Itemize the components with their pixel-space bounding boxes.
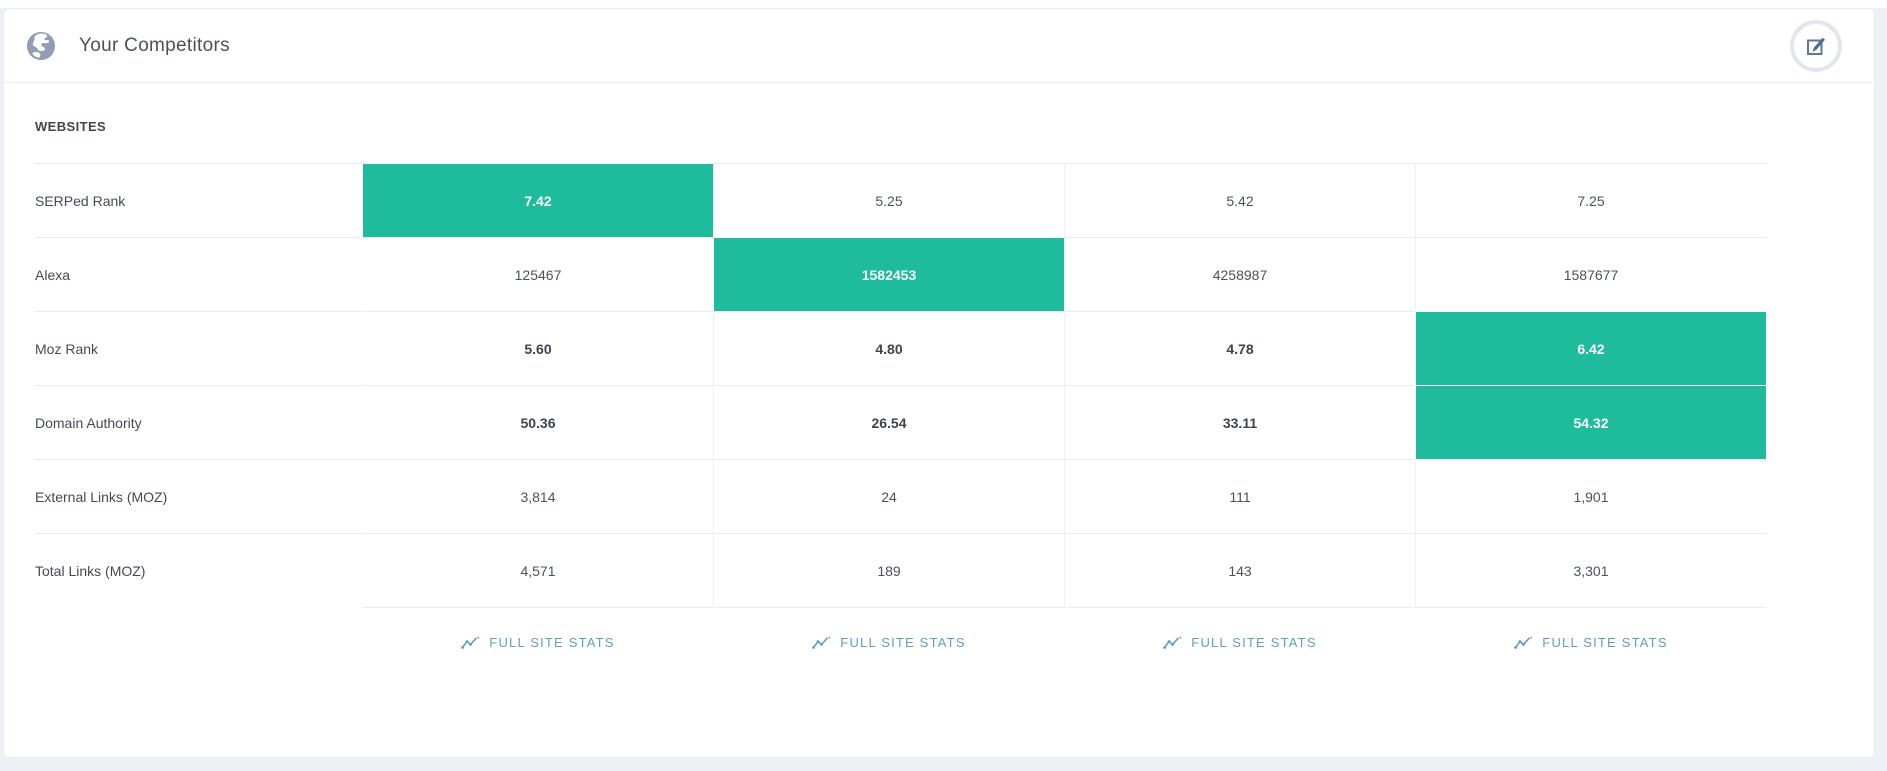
footer-spacer-cell	[35, 607, 362, 677]
best-value-cell: 54.32	[1416, 385, 1766, 459]
metric-value-cell: 5.60	[363, 311, 713, 385]
globe-icon	[26, 31, 56, 60]
metric-value-cell: 24	[714, 459, 1064, 533]
metric-value-cell: 4.78	[1065, 311, 1415, 385]
footer-stats-cell: FULL SITE STATS	[363, 607, 713, 677]
metric-value-cell: 4,571	[363, 533, 713, 607]
full-site-stats-label: FULL SITE STATS	[1191, 635, 1317, 650]
footer-stats-cell: FULL SITE STATS	[1416, 607, 1766, 677]
full-site-stats-label: FULL SITE STATS	[840, 635, 966, 650]
metric-value-cell: 1,901	[1416, 459, 1766, 533]
metric-value-cell: 26.54	[714, 385, 1064, 459]
metric-value-cell: 4258987	[1065, 237, 1415, 311]
metric-value-cell: 1587677	[1416, 237, 1766, 311]
trend-chart-icon	[1163, 636, 1182, 649]
metric-value-cell: 143	[1065, 533, 1415, 607]
full-site-stats-label: FULL SITE STATS	[489, 635, 615, 650]
metric-value-cell: 111	[1065, 459, 1415, 533]
metric-value-cell: 125467	[363, 237, 713, 311]
metric-value-cell: 3,301	[1416, 533, 1766, 607]
edit-button[interactable]	[1790, 19, 1842, 72]
best-value-cell: 6.42	[1416, 311, 1766, 385]
full-site-stats-link[interactable]: FULL SITE STATS	[1163, 635, 1316, 650]
metric-value-cell: 189	[714, 533, 1064, 607]
row-label: Alexa	[35, 237, 362, 311]
full-site-stats-link[interactable]: FULL SITE STATS	[1514, 635, 1667, 650]
metric-value-cell: 4.80	[714, 311, 1064, 385]
row-label: Domain Authority	[35, 385, 362, 459]
edit-square-icon	[1807, 37, 1825, 55]
metric-value-cell: 7.25	[1416, 163, 1766, 237]
page-top-strip	[0, 0, 1887, 8]
footer-stats-cell: FULL SITE STATS	[714, 607, 1064, 677]
full-site-stats-label: FULL SITE STATS	[1542, 635, 1668, 650]
best-value-cell: 7.42	[363, 163, 713, 237]
card-header: Your Competitors	[4, 9, 1874, 83]
row-label: Moz Rank	[35, 311, 362, 385]
websites-section-label: WEBSITES	[35, 119, 107, 134]
best-value-cell: 1582453	[714, 237, 1064, 311]
trend-chart-icon	[1514, 636, 1533, 649]
metric-value-cell: 5.42	[1065, 163, 1415, 237]
trend-chart-icon	[461, 636, 480, 649]
row-label: Total Links (MOZ)	[35, 533, 362, 607]
full-site-stats-link[interactable]: FULL SITE STATS	[812, 635, 965, 650]
metric-value-cell: 33.11	[1065, 385, 1415, 459]
metric-value-cell: 3,814	[363, 459, 713, 533]
card-body: WEBSITES SERPed Rank 7.42 5.25 5.42 7.25 Alex…	[4, 119, 1874, 755]
card-bottom-padding	[35, 677, 1843, 755]
metric-value-cell: 50.36	[363, 385, 713, 459]
full-site-stats-link[interactable]: FULL SITE STATS	[461, 635, 614, 650]
your-competitors-card: Your Competitors WEBSITES SERPed Rank 7.4…	[3, 8, 1875, 758]
row-label: External Links (MOZ)	[35, 459, 362, 533]
metric-value-cell: 5.25	[714, 163, 1064, 237]
trend-chart-icon	[812, 636, 831, 649]
footer-stats-cell: FULL SITE STATS	[1065, 607, 1415, 677]
competitors-table: SERPed Rank 7.42 5.25 5.42 7.25 Alexa 125467 15…	[35, 163, 1843, 677]
card-title: Your Competitors	[79, 34, 230, 56]
row-label: SERPed Rank	[35, 163, 362, 237]
